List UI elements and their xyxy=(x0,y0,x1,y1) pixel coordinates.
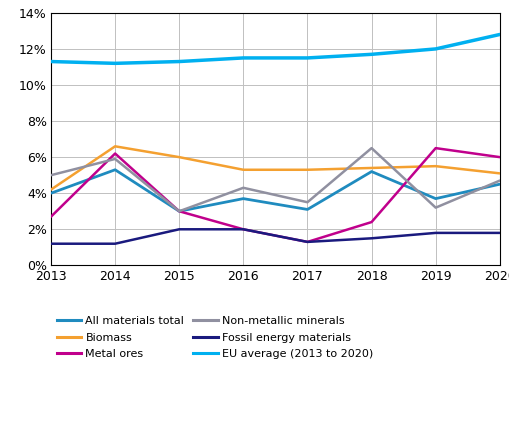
Biomass xyxy=(432,163,438,169)
Metal ores xyxy=(48,214,54,219)
Non-metallic minerals xyxy=(240,185,246,190)
Fossil energy materials xyxy=(368,236,374,241)
Line: EU average (2013 to 2020): EU average (2013 to 2020) xyxy=(51,35,499,63)
All materials total xyxy=(432,196,438,201)
Non-metallic minerals xyxy=(176,209,182,214)
All materials total xyxy=(304,207,310,212)
Biomass xyxy=(112,144,118,149)
Biomass xyxy=(368,165,374,170)
All materials total xyxy=(176,209,182,214)
Line: Fossil energy materials: Fossil energy materials xyxy=(51,229,499,244)
Metal ores xyxy=(176,209,182,214)
Fossil energy materials xyxy=(496,230,502,235)
Line: All materials total: All materials total xyxy=(51,170,499,211)
EU average (2013 to 2020) xyxy=(432,46,438,51)
All materials total xyxy=(368,169,374,174)
All materials total xyxy=(240,196,246,201)
Metal ores xyxy=(496,155,502,160)
EU average (2013 to 2020) xyxy=(368,52,374,57)
Fossil energy materials xyxy=(48,241,54,246)
Metal ores xyxy=(304,239,310,244)
All materials total xyxy=(48,190,54,196)
Legend: All materials total, Biomass, Metal ores, Non-metallic minerals, Fossil energy m: All materials total, Biomass, Metal ores… xyxy=(56,316,373,359)
Non-metallic minerals xyxy=(304,199,310,205)
Biomass xyxy=(176,155,182,160)
Metal ores xyxy=(368,220,374,225)
Fossil energy materials xyxy=(432,230,438,235)
Biomass xyxy=(304,167,310,172)
Fossil energy materials xyxy=(304,239,310,244)
Fossil energy materials xyxy=(240,227,246,232)
Biomass xyxy=(48,187,54,192)
Non-metallic minerals xyxy=(368,146,374,151)
Non-metallic minerals xyxy=(432,205,438,210)
Metal ores xyxy=(240,227,246,232)
Metal ores xyxy=(432,146,438,151)
Non-metallic minerals xyxy=(48,172,54,178)
EU average (2013 to 2020) xyxy=(304,55,310,60)
EU average (2013 to 2020) xyxy=(176,59,182,64)
All materials total xyxy=(496,181,502,187)
All materials total xyxy=(112,167,118,172)
Metal ores xyxy=(112,151,118,156)
EU average (2013 to 2020) xyxy=(240,55,246,60)
Line: Biomass: Biomass xyxy=(51,146,499,190)
EU average (2013 to 2020) xyxy=(48,59,54,64)
Biomass xyxy=(240,167,246,172)
EU average (2013 to 2020) xyxy=(496,32,502,37)
Non-metallic minerals xyxy=(496,178,502,183)
Fossil energy materials xyxy=(176,227,182,232)
Fossil energy materials xyxy=(112,241,118,246)
Line: Metal ores: Metal ores xyxy=(51,148,499,242)
EU average (2013 to 2020) xyxy=(112,61,118,66)
Non-metallic minerals xyxy=(112,156,118,161)
Biomass xyxy=(496,171,502,176)
Line: Non-metallic minerals: Non-metallic minerals xyxy=(51,148,499,211)
